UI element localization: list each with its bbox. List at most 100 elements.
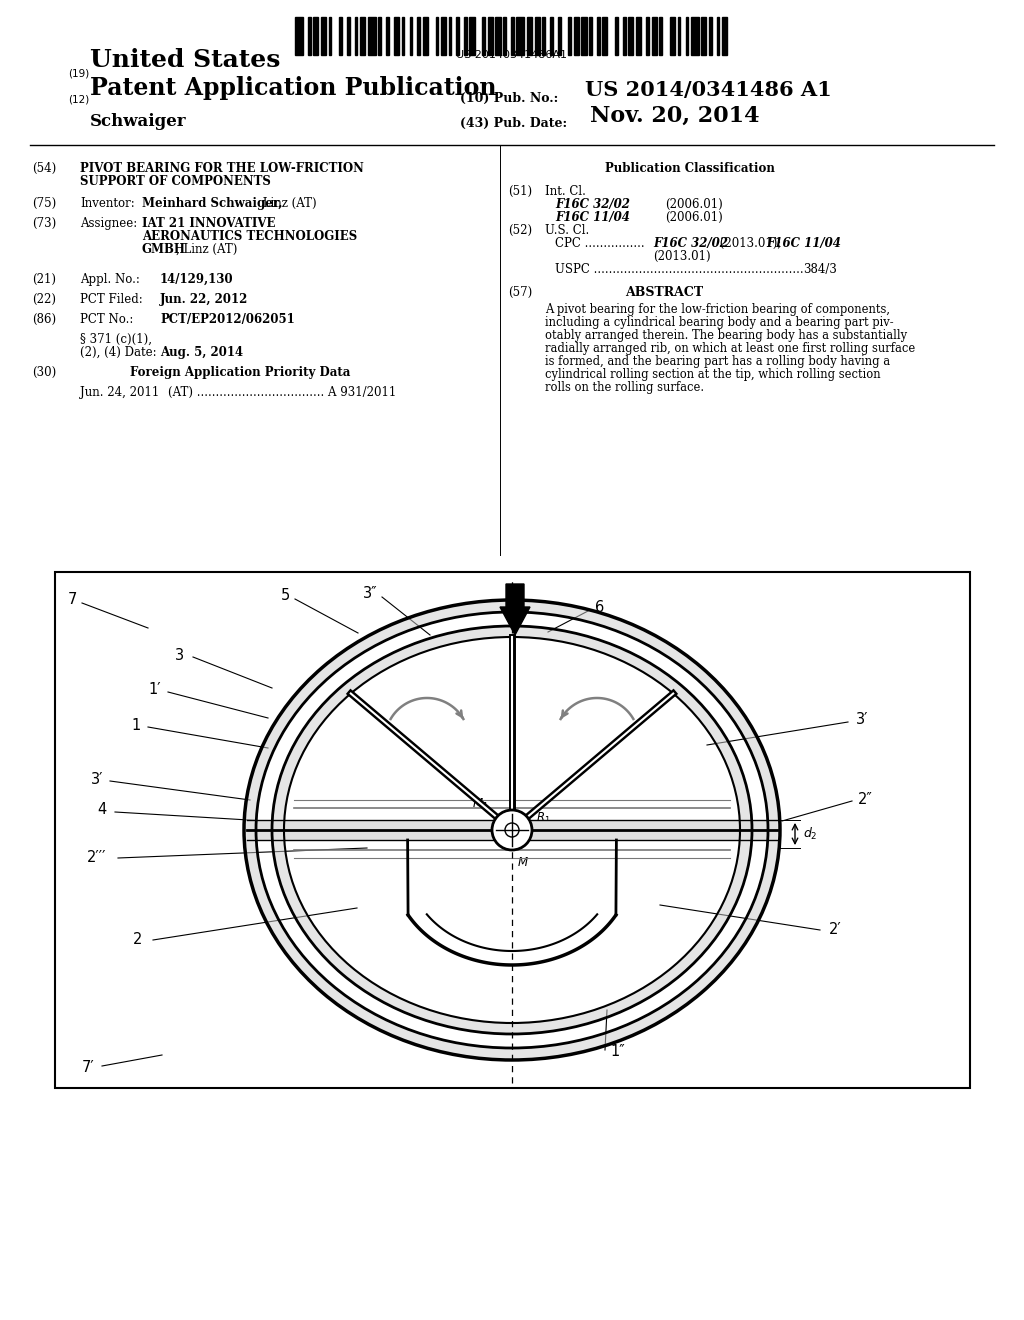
Text: F16C 32/02: F16C 32/02 [653, 238, 728, 249]
Bar [378, 17, 381, 55]
Text: Appl. No.:: Appl. No.: [80, 273, 140, 286]
Bar [602, 17, 607, 55]
Text: US 20140341486A1: US 20140341486A1 [457, 50, 567, 59]
Bar [503, 17, 506, 55]
Bar [709, 17, 712, 55]
Polygon shape [272, 626, 752, 830]
Text: (2013.01): (2013.01) [653, 249, 711, 263]
Text: 384/3: 384/3 [803, 263, 837, 276]
Bar [722, 17, 727, 55]
Bar [487, 17, 493, 55]
Text: 4: 4 [97, 803, 106, 817]
Bar [360, 17, 366, 55]
Text: Jun. 24, 2011: Jun. 24, 2011 [80, 385, 160, 399]
Text: U.S. Cl.: U.S. Cl. [545, 224, 589, 238]
Bar [418, 17, 420, 55]
Text: Patent Application Publication: Patent Application Publication [90, 77, 497, 100]
Bar [558, 17, 560, 55]
Text: 1″: 1″ [610, 1044, 626, 1060]
Text: PIVOT BEARING FOR THE LOW-FRICTION: PIVOT BEARING FOR THE LOW-FRICTION [80, 162, 364, 176]
Text: 2: 2 [133, 932, 142, 948]
Bar [516, 17, 524, 55]
Text: 14/129,130: 14/129,130 [160, 273, 233, 286]
Text: 1: 1 [131, 718, 140, 733]
FancyArrow shape [500, 583, 530, 635]
Text: (AT) .................................. A 931/2011: (AT) .................................. … [168, 385, 396, 399]
Bar [55, 572, 970, 1088]
Bar [717, 17, 720, 55]
Text: (43) Pub. Date:: (43) Pub. Date: [460, 117, 567, 129]
Text: (2013.01);: (2013.01); [716, 238, 781, 249]
Text: Foreign Application Priority Data: Foreign Application Priority Data [130, 366, 350, 379]
Bar [573, 17, 579, 55]
Text: 1′: 1′ [148, 682, 162, 697]
Bar [535, 17, 540, 55]
Text: Assignee:: Assignee: [80, 216, 137, 230]
Text: (75): (75) [32, 197, 56, 210]
Text: F16C 11/04: F16C 11/04 [766, 238, 841, 249]
Bar [568, 17, 571, 55]
Bar [511, 17, 514, 55]
Bar [322, 17, 327, 55]
Text: (52): (52) [508, 224, 532, 238]
Text: 2″: 2″ [857, 792, 872, 808]
Text: $d_2$: $d_2$ [803, 826, 817, 842]
Text: Aug. 5, 2014: Aug. 5, 2014 [160, 346, 243, 359]
Text: (22): (22) [32, 293, 56, 306]
Bar [308, 17, 310, 55]
Text: cylindrical rolling section at the tip, which rolling section: cylindrical rolling section at the tip, … [545, 368, 881, 381]
Text: (2), (4) Date:: (2), (4) Date: [80, 346, 157, 359]
Text: rolls on the rolling surface.: rolls on the rolling surface. [545, 381, 705, 393]
Bar [678, 17, 680, 55]
Text: (19): (19) [68, 69, 89, 78]
Polygon shape [244, 830, 780, 1060]
Text: Linz (AT): Linz (AT) [259, 197, 316, 210]
Text: USPC ........................................................: USPC ...................................… [555, 263, 804, 276]
Text: Nov. 20, 2014: Nov. 20, 2014 [590, 106, 760, 127]
Bar [543, 17, 545, 55]
Text: A pivot bearing for the low-friction bearing of components,: A pivot bearing for the low-friction bea… [545, 304, 890, 315]
Text: (73): (73) [32, 216, 56, 230]
Text: IAT 21 INNOVATIVE: IAT 21 INNOVATIVE [142, 216, 275, 230]
Text: CPC ................: CPC ................ [555, 238, 645, 249]
Text: (57): (57) [508, 286, 532, 300]
Text: 3′: 3′ [856, 713, 868, 727]
Bar [691, 17, 698, 55]
Text: (2006.01): (2006.01) [665, 211, 723, 224]
Bar [386, 17, 389, 55]
Text: otably arranged therein. The bearing body has a substantially: otably arranged therein. The bearing bod… [545, 329, 907, 342]
Text: Schwaiger: Schwaiger [90, 114, 186, 129]
Circle shape [492, 810, 532, 850]
Text: (30): (30) [32, 366, 56, 379]
Bar [615, 17, 617, 55]
Bar [339, 17, 342, 55]
Bar [440, 17, 446, 55]
Text: ABSTRACT: ABSTRACT [625, 286, 703, 300]
Bar [401, 17, 404, 55]
Bar [457, 17, 459, 55]
Bar [701, 17, 707, 55]
Bar [355, 17, 357, 55]
Text: Inventor:: Inventor: [80, 197, 135, 210]
Bar [329, 17, 332, 55]
Text: (86): (86) [32, 313, 56, 326]
Bar [550, 17, 553, 55]
Bar [526, 17, 531, 55]
Bar [582, 17, 587, 55]
Bar [651, 17, 656, 55]
Text: 3″: 3″ [362, 586, 377, 602]
Text: PCT/EP2012/062051: PCT/EP2012/062051 [160, 313, 295, 326]
Text: United States: United States [90, 48, 281, 73]
Text: , Linz (AT): , Linz (AT) [176, 243, 238, 256]
Text: PCT Filed:: PCT Filed: [80, 293, 142, 306]
Bar [589, 17, 592, 55]
Text: Jun. 22, 2012: Jun. 22, 2012 [160, 293, 249, 306]
Bar [496, 17, 501, 55]
Bar [313, 17, 318, 55]
Text: Publication Classification: Publication Classification [605, 162, 775, 176]
Text: 6: 6 [595, 601, 604, 615]
Bar [659, 17, 663, 55]
Bar [247, 820, 777, 840]
Text: US 2014/0341486 A1: US 2014/0341486 A1 [585, 81, 831, 100]
Bar [597, 17, 600, 55]
